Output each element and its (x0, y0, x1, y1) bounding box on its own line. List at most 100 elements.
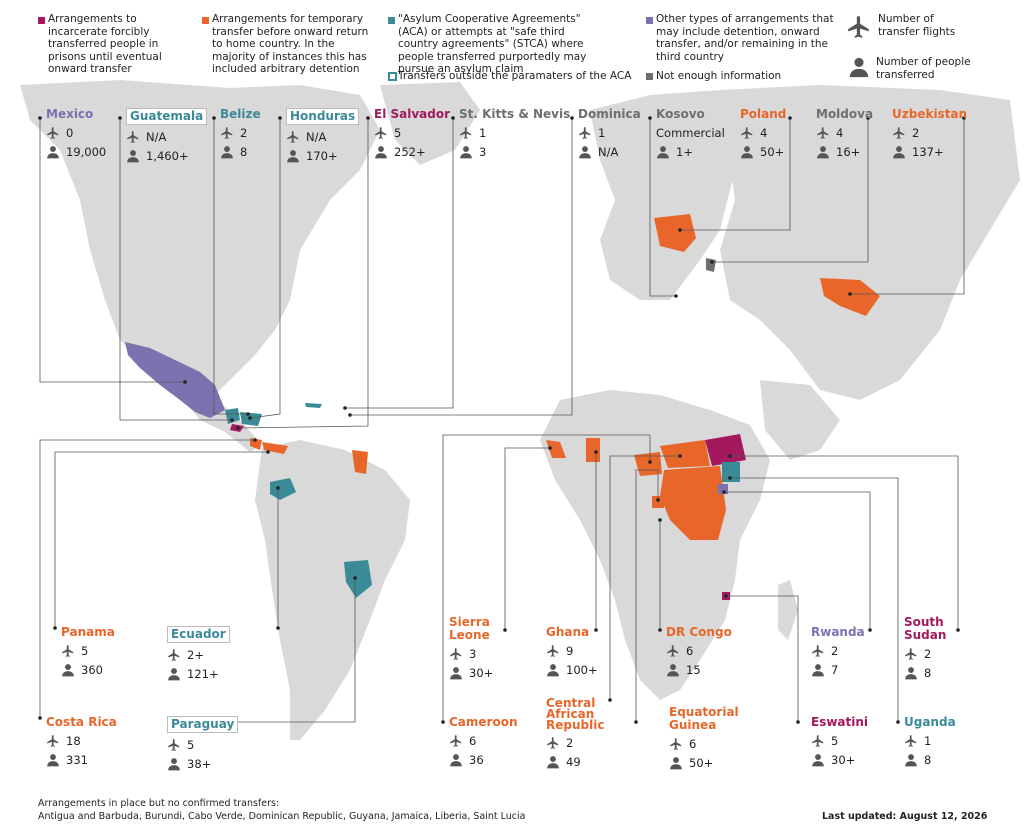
country-belize: Belize 2 8 (220, 107, 261, 160)
flights-count: 2 (924, 647, 932, 661)
legend-other: Other types of arrangements that may inc… (656, 13, 834, 63)
leader-dot (236, 426, 240, 430)
leader-dot (656, 498, 660, 502)
leader-dot (451, 116, 455, 120)
country-name: Guatemala (126, 108, 208, 125)
no-transfer-note-title: Arrangements in place but no confirmed t… (38, 798, 280, 809)
leader-dot (266, 450, 270, 454)
country-shape-uganda (722, 462, 740, 482)
country-ecuador: Ecuador 2+ 121+ (167, 626, 230, 681)
people-count: 15 (686, 663, 701, 677)
leader-line (119, 118, 232, 421)
flights-count: 6 (686, 644, 694, 658)
leader-dot (722, 490, 726, 494)
flights-row: 0 (46, 126, 106, 140)
leader-dot (962, 116, 966, 120)
country-name: Belize (220, 107, 261, 121)
leader-dot (570, 116, 574, 120)
leader-dot (503, 628, 507, 632)
flights-row: 2 (892, 126, 967, 140)
flights-count: 3 (469, 647, 477, 661)
country-name: South Sudan (904, 615, 947, 642)
flights-count: 6 (689, 737, 697, 751)
country-name: Ghana (546, 625, 590, 639)
people-row: 121+ (167, 667, 230, 681)
leader-line (649, 118, 676, 297)
people-count: 49 (566, 755, 581, 769)
people-row: 30+ (811, 753, 868, 767)
plane-icon (892, 126, 906, 140)
plane-icon (46, 734, 60, 748)
flights-row: 18 (46, 734, 117, 748)
country-ghana: Ghana 9 100+ (546, 625, 598, 678)
person-icon (546, 663, 560, 677)
person-icon (220, 145, 234, 159)
country-shape-cuba-area (305, 403, 322, 408)
people-row: 360 (61, 663, 115, 677)
people-count: 1+ (676, 145, 693, 159)
leader-line (609, 455, 680, 700)
country-eswatini: Eswatini 5 30+ (811, 716, 868, 768)
country-name: Panama (61, 625, 115, 639)
plane-icon (666, 644, 680, 658)
person-icon (656, 145, 670, 159)
leader-dot (896, 720, 900, 724)
legend-swatch-incarcerate (38, 17, 45, 24)
country-shape-ecuador (270, 478, 296, 500)
country-mexico: Mexico 0 19,000 (46, 108, 106, 160)
plane-icon (286, 130, 300, 144)
country-shape-moldova (706, 258, 716, 272)
leader-dot (343, 406, 347, 410)
country-name: Paraguay (167, 716, 239, 733)
country-costa-rica: Costa Rica 18 331 (46, 716, 117, 768)
no-transfer-note-list: Antigua and Barbuda, Burundi, Cabo Verde… (38, 811, 526, 822)
people-count: 3 (479, 145, 487, 159)
leader-dot (678, 454, 682, 458)
people-row: 170+ (286, 149, 359, 163)
plane-icon (167, 738, 181, 752)
leader-dot (866, 116, 870, 120)
flights-row: 2 (904, 647, 974, 661)
leader-line (350, 118, 573, 416)
people-count: 30+ (469, 666, 494, 680)
country-name: DR Congo (666, 625, 732, 639)
people-row: 49 (546, 755, 606, 769)
plane-icon (546, 644, 560, 658)
landmass (590, 90, 760, 300)
leader-dot (118, 116, 122, 120)
country-panama: Panama 5 360 (61, 625, 115, 678)
person-icon (904, 666, 918, 680)
leader-line (712, 118, 869, 263)
person-icon (126, 149, 140, 163)
people-row: 50+ (740, 145, 786, 159)
leader-line (39, 439, 255, 718)
flights-row: 6 (449, 734, 518, 748)
country-shape-costa-rica (250, 438, 262, 450)
leader-dot (278, 116, 282, 120)
leader-dot (710, 260, 714, 264)
plane-icon (578, 126, 592, 140)
leader-dot (678, 228, 682, 232)
country-uganda: Uganda 1 8 (904, 716, 956, 768)
country-cameroon: Cameroon 6 36 (449, 715, 518, 768)
flights-count: 1 (479, 126, 487, 140)
leader-line (249, 118, 281, 419)
country-shape-south-sudan (705, 434, 746, 466)
plane-icon (846, 14, 872, 40)
highlighted-countries (125, 214, 880, 600)
country-name: Cameroon (449, 715, 518, 729)
person-icon (449, 753, 463, 767)
country-name: Uzbekistan (892, 107, 968, 121)
leader-dot (724, 594, 728, 598)
person-icon (286, 149, 300, 163)
flights-count: 2+ (187, 648, 204, 662)
country-shape-sierra-leone (546, 440, 566, 458)
person-icon (374, 145, 388, 159)
people-row: 16+ (816, 145, 873, 159)
people-row: 1+ (656, 145, 725, 159)
plane-icon (740, 126, 754, 140)
leader-dot (441, 720, 445, 724)
flights-row: 9 (546, 644, 598, 658)
people-count: N/A (598, 145, 619, 159)
